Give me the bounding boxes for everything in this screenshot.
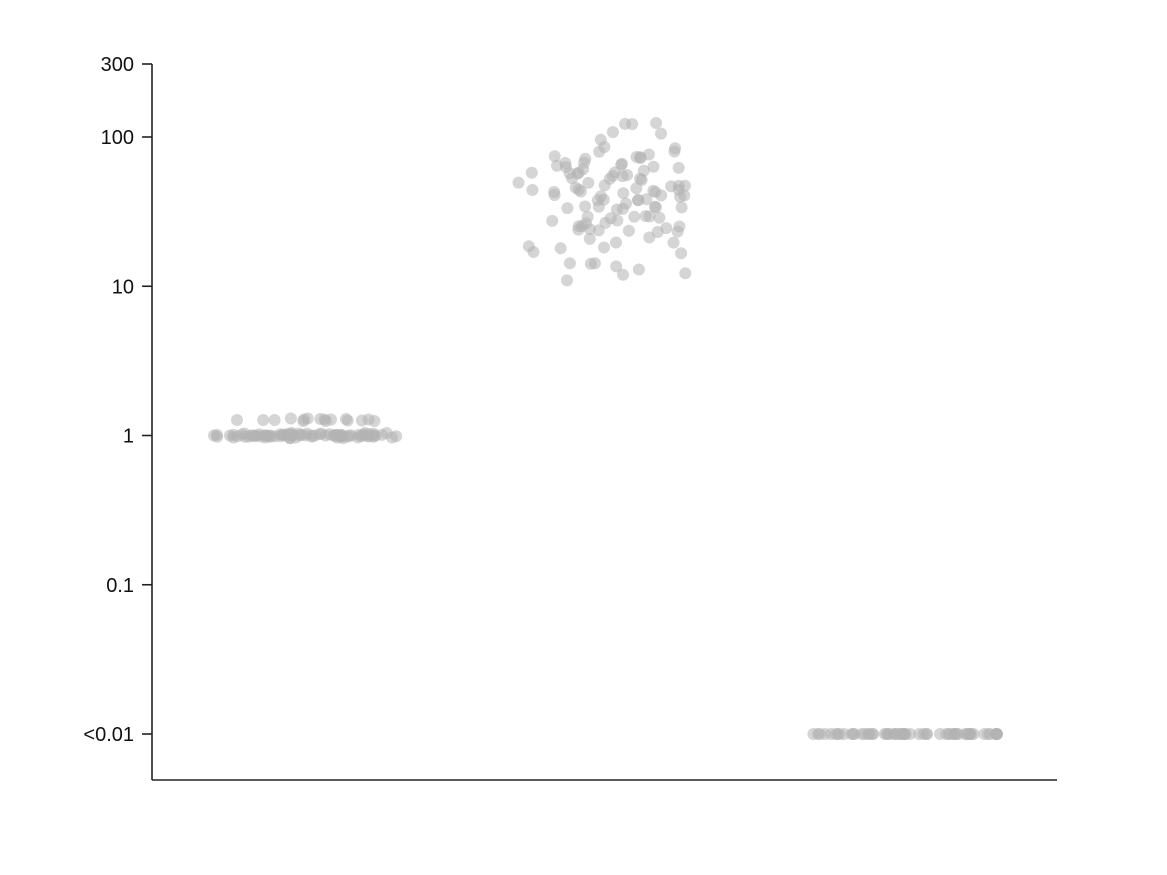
y-tick-label: 10 (112, 276, 134, 298)
y-tick-label: <0.01 (83, 724, 134, 746)
data-point (319, 429, 332, 442)
data-point (639, 210, 652, 223)
data-point (247, 429, 260, 442)
data-point (610, 203, 623, 216)
data-point (845, 728, 858, 740)
data-point (582, 176, 595, 189)
data-point (231, 430, 244, 443)
data-point (257, 414, 270, 426)
data-point (647, 160, 660, 173)
data-point (672, 161, 685, 174)
y-axis-ticks: 300 100 10 1 0.1 <0.01 (83, 54, 152, 746)
data-point (380, 427, 393, 439)
data-point (546, 214, 559, 227)
data-point (610, 260, 623, 273)
data-point (583, 223, 596, 236)
data-point (990, 728, 1003, 740)
data-point (355, 414, 368, 427)
data-point (566, 172, 578, 185)
data-point (512, 176, 525, 189)
data-point (572, 220, 585, 233)
data-point (866, 728, 879, 740)
data-point (669, 142, 682, 155)
data-point (634, 151, 647, 164)
data-point (561, 202, 574, 215)
data-point (210, 428, 223, 441)
y-tick-label: 1 (123, 426, 134, 448)
data-point (904, 728, 917, 740)
data-point (284, 412, 297, 425)
data-point (548, 150, 561, 163)
data-point (675, 201, 688, 214)
data-point (527, 246, 540, 258)
data-point (301, 427, 313, 440)
data-point (616, 170, 629, 183)
data-point (622, 224, 635, 237)
data-point (598, 241, 610, 254)
y-tick-label: 100 (101, 127, 134, 149)
data-point (260, 429, 273, 442)
data-point (626, 118, 639, 131)
data-point (289, 431, 302, 444)
data-point (610, 236, 622, 249)
y-tick-label: 0.1 (106, 575, 134, 597)
data-point (554, 242, 567, 255)
data-point (647, 184, 660, 197)
data-point (948, 728, 961, 740)
data-point (617, 187, 630, 200)
data-point (671, 225, 684, 238)
data-point (813, 728, 826, 740)
data-point (667, 236, 680, 249)
data-points-layer (208, 117, 1003, 740)
data-point (628, 210, 641, 223)
data-point (268, 414, 281, 426)
data-point (559, 157, 572, 169)
data-point (583, 232, 596, 245)
data-point (825, 728, 838, 740)
data-point (363, 428, 375, 441)
data-point (584, 257, 597, 270)
data-point (678, 189, 691, 202)
data-point (653, 211, 666, 224)
data-point (526, 184, 539, 196)
data-point (632, 263, 645, 276)
data-point (962, 728, 975, 740)
data-point (325, 413, 337, 426)
data-point (561, 274, 573, 287)
data-point (592, 200, 605, 213)
data-point (643, 231, 656, 244)
data-point (655, 127, 667, 140)
data-point (298, 413, 310, 426)
data-point (231, 414, 243, 426)
data-point (675, 247, 688, 260)
data-point (593, 145, 606, 158)
data-point (649, 201, 662, 214)
data-point (606, 126, 619, 139)
y-tick-label: 300 (101, 54, 134, 76)
data-point (579, 200, 592, 213)
data-point (525, 166, 538, 179)
data-point (632, 194, 645, 206)
data-point (340, 413, 352, 425)
data-point (598, 179, 611, 192)
data-point (650, 117, 663, 129)
data-point (345, 429, 358, 442)
data-point (574, 185, 587, 198)
data-point (592, 224, 605, 237)
data-point (893, 728, 906, 740)
data-point (679, 267, 692, 280)
data-point (548, 189, 561, 201)
data-point (563, 257, 576, 270)
data-point (617, 268, 629, 281)
data-point (329, 429, 342, 442)
data-point (881, 728, 894, 740)
data-point (917, 728, 930, 740)
data-point (368, 415, 381, 427)
data-point (855, 728, 868, 740)
data-point (630, 182, 643, 195)
